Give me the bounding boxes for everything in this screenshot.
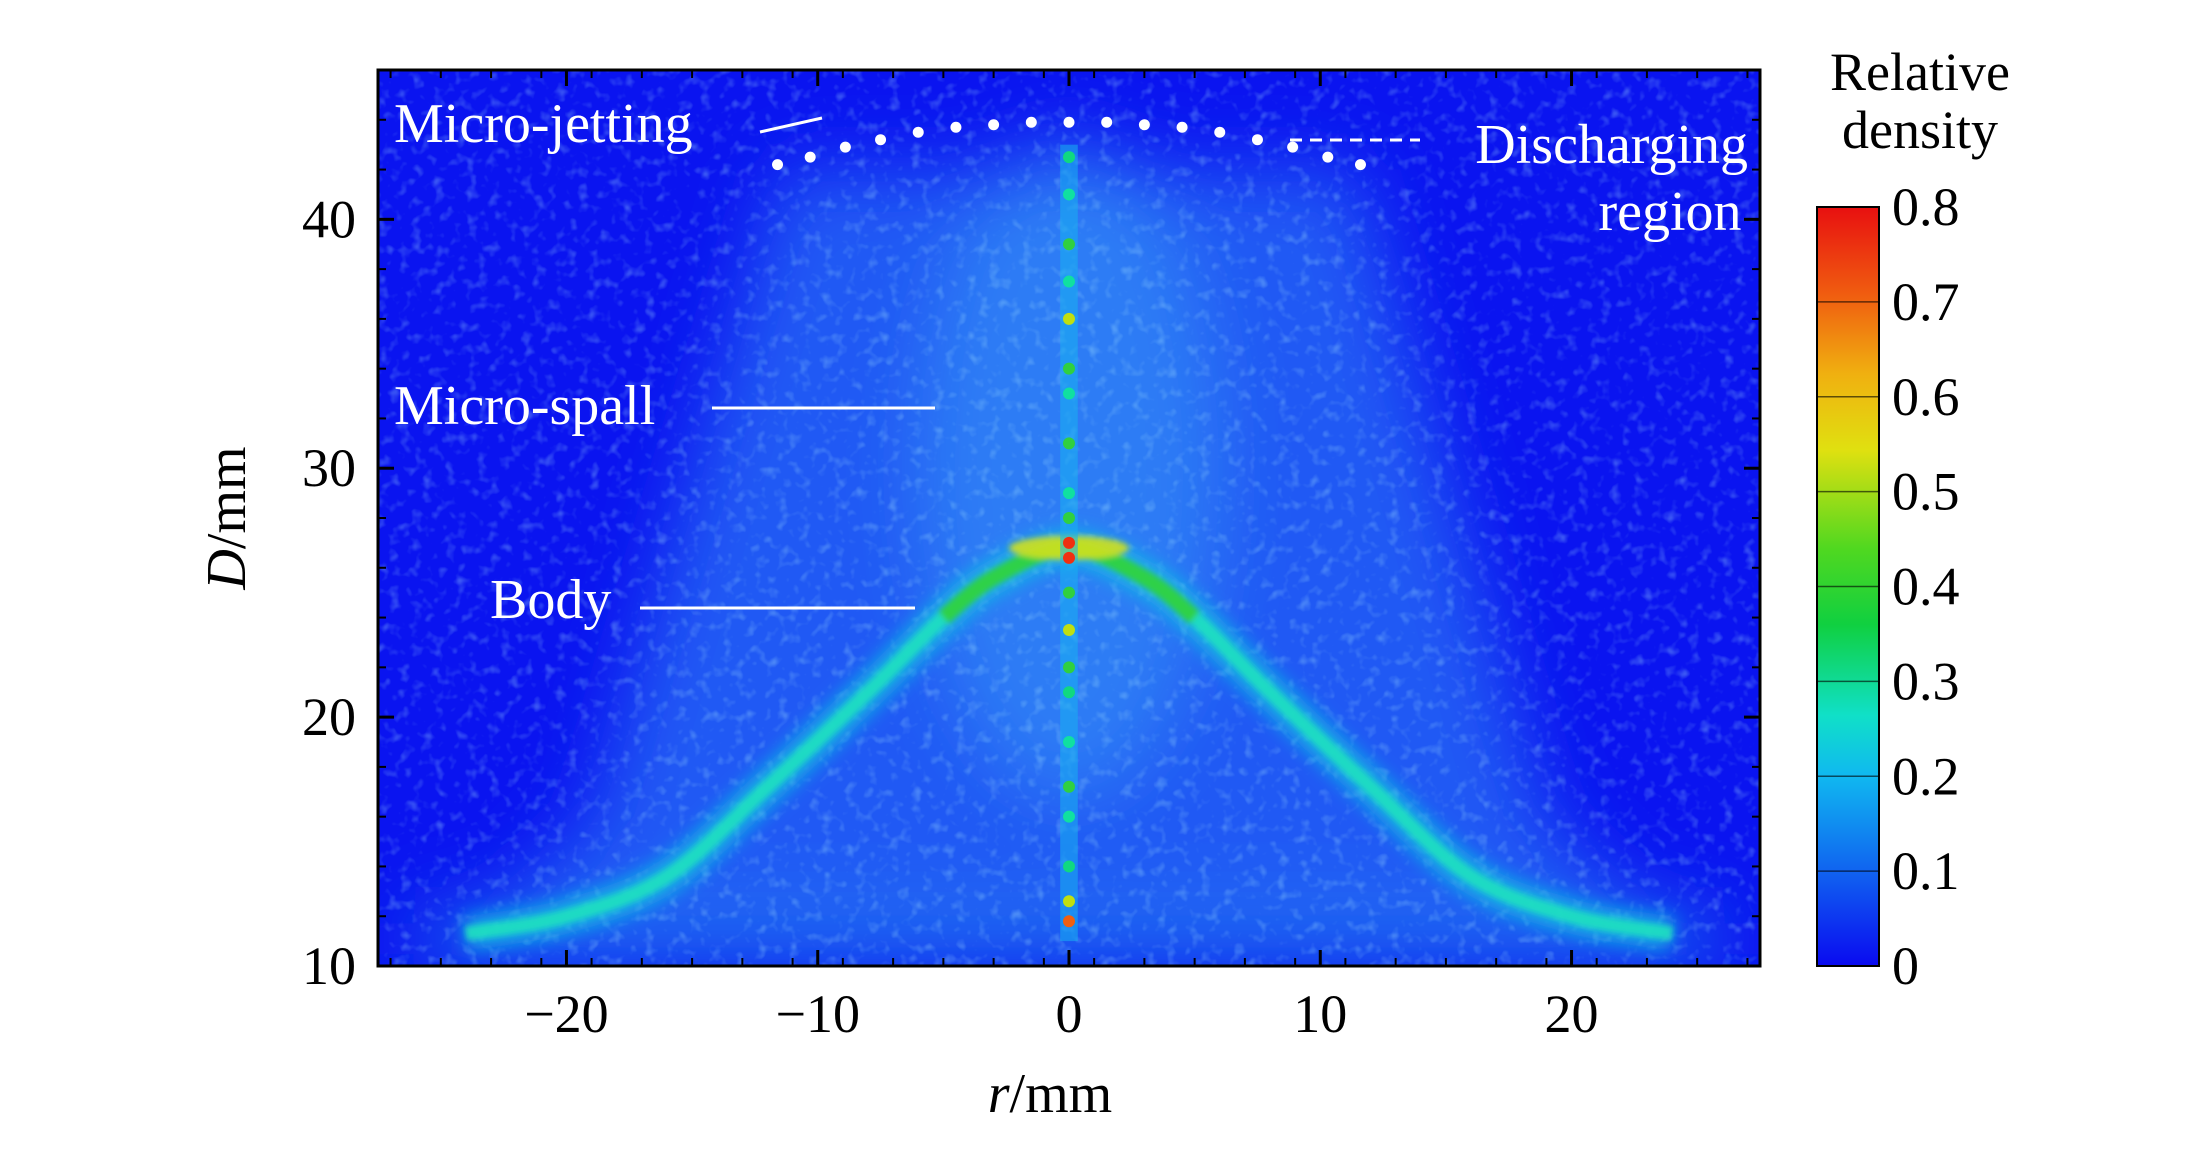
jet-hot-spot (1063, 551, 1075, 564)
hot-spots (1060, 144, 1078, 942)
jet-hot-spot (1063, 860, 1075, 873)
discharge-dot (1138, 119, 1150, 131)
discharge-dot (839, 141, 851, 153)
y-tick-label: 10 (302, 936, 356, 996)
jet-hot-spot (1063, 895, 1075, 908)
discharge-dot (875, 134, 887, 146)
colorbar-ticks: 0 0.1 0.2 0.3 0.4 0.5 0.6 0.7 0.8 (1817, 177, 1960, 996)
jet-hot-spot (1063, 188, 1075, 201)
annotations: Micro-jetting Discharging region Micro-s… (394, 93, 1748, 631)
discharging-region-dots (772, 116, 1366, 171)
colorbar-tick-label: 0.4 (1892, 557, 1960, 617)
jet-hot-spot (1063, 686, 1075, 699)
jet-hot-spot (1063, 437, 1075, 450)
jet-hot-spot (1063, 387, 1075, 400)
x-tick-label: 0 (1056, 984, 1083, 1044)
discharge-dot (1354, 159, 1366, 171)
jet-hot-spot (1063, 151, 1075, 164)
annotation-micro-jetting-leader (759, 116, 823, 134)
colorbar-tick-label: 0.8 (1892, 177, 1960, 237)
discharge-dot (804, 151, 816, 163)
x-tick-label: 20 (1545, 984, 1599, 1044)
y-axis: 10 20 30 40 (302, 69, 1760, 996)
x-tick-label: 10 (1293, 984, 1347, 1044)
discharge-dot (1287, 141, 1299, 153)
colorbar-tick-label: 0.6 (1892, 367, 1960, 427)
discharge-dot (1322, 151, 1334, 163)
discharge-dot (1251, 134, 1263, 146)
annotation-micro-jetting: Micro-jetting (394, 93, 693, 155)
heatmap-plot (378, 70, 1760, 966)
jet-hot-spot (1063, 810, 1075, 823)
jet-hot-spot (1063, 512, 1075, 524)
x-axis-label: r/mm (988, 1063, 1112, 1125)
discharge-dot (1176, 121, 1188, 133)
annotation-micro-spall: Micro-spall (394, 375, 655, 437)
jet-hot-spot (1063, 362, 1075, 375)
annotation-discharging-line1: Discharging (1475, 114, 1748, 176)
jet-hot-spot (1063, 736, 1075, 748)
colorbar-tick-label: 0.7 (1892, 272, 1960, 332)
jet-hot-spot (1063, 915, 1075, 928)
y-tick-label: 20 (302, 687, 356, 747)
jet-hot-spot (1063, 238, 1075, 251)
jet-hot-spot (1063, 624, 1075, 636)
colorbar-tick-label: 0.2 (1892, 746, 1960, 806)
colorbar: Relative density 00.10.20.30.40.50.60.70… (1816, 42, 2010, 996)
jet-hot-spot (1063, 487, 1075, 500)
colorbar-tick-label: 0.3 (1892, 651, 1960, 711)
discharge-dot (950, 121, 962, 133)
jet-hot-spot (1063, 780, 1075, 793)
colorbar-tick-label: 0 (1892, 936, 1919, 996)
colorbar-title-line2: density (1842, 100, 1998, 160)
jet-hot-spot (1063, 275, 1075, 288)
jet-hot-spot (1063, 586, 1075, 599)
colorbar-tick-label: 0.1 (1892, 841, 1960, 901)
colorbar-title-line1: Relative (1830, 42, 2010, 102)
x-tick-label: −10 (775, 984, 859, 1044)
discharge-dot (1063, 116, 1075, 128)
jet-hot-spot (1063, 312, 1075, 325)
x-tick-label: −20 (524, 984, 608, 1044)
annotation-body: Body (490, 569, 611, 631)
jet-hot-spot (1063, 661, 1075, 674)
discharge-dot (1101, 116, 1113, 128)
colorbar-tick-label: 0.5 (1892, 462, 1960, 522)
discharge-dot (772, 159, 784, 171)
discharge-dot (1025, 116, 1037, 128)
y-tick-label: 40 (302, 189, 356, 249)
y-axis-label: D/mm (196, 446, 258, 590)
annotation-discharging-line2: region (1598, 181, 1741, 243)
jet-hot-spot (1063, 536, 1075, 549)
y-tick-label: 30 (302, 438, 356, 498)
discharge-dot (988, 119, 1000, 131)
discharge-dot (912, 126, 924, 138)
discharge-dot (1214, 126, 1226, 138)
x-axis: −20 −10 0 10 20 (389, 70, 1749, 1044)
